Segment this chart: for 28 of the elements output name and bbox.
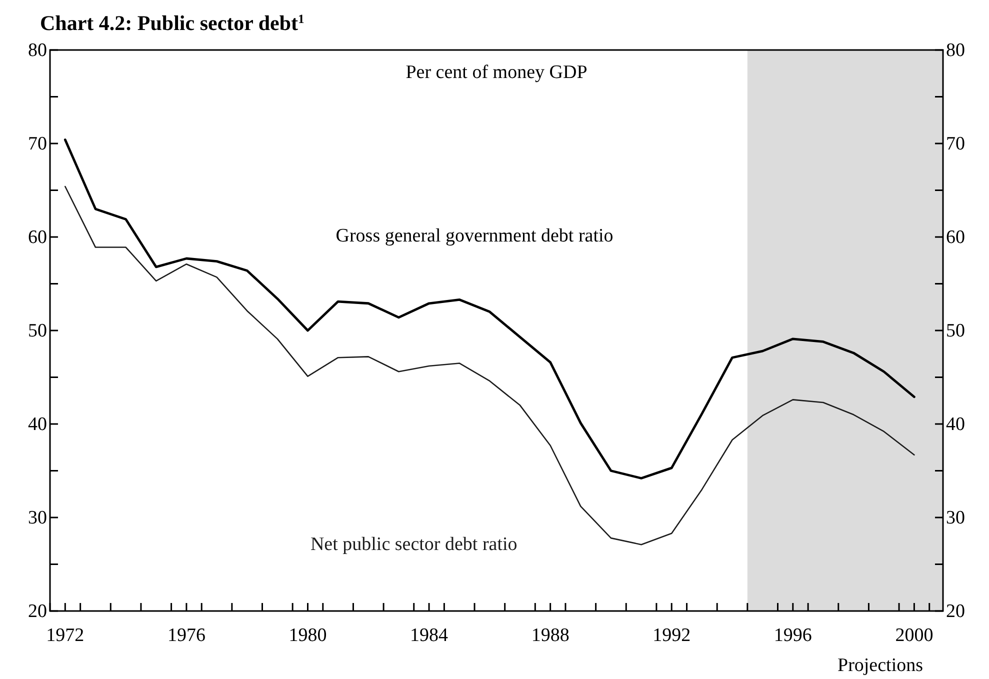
y-tick-label: 80: [28, 40, 47, 61]
y2-tick-label: 70: [946, 134, 965, 154]
x-tick-label: 2000: [895, 625, 934, 646]
y2-tick-label: 40: [946, 414, 965, 435]
y2-tick-label: 60: [946, 227, 965, 248]
text: Net public sector debt ratio: [310, 534, 518, 556]
y-tick-label: 20: [28, 601, 47, 622]
y-tick-label: 60: [28, 227, 47, 248]
line-series: [64, 138, 916, 480]
y-tick-label: 40: [28, 414, 47, 435]
x-tick-label: 1976: [167, 625, 206, 646]
x-tick-label: 1988: [531, 625, 570, 646]
y-tick-label: 30: [28, 508, 47, 528]
x-tick-label: 1972: [46, 625, 84, 646]
text: Gross general government debt ratio: [336, 226, 614, 247]
chart-title: Chart 4.2: Public sector debt$^{1}$: [40, 11, 304, 35]
y2-tick-label: 30: [946, 508, 965, 528]
y-tick-label: 70: [28, 134, 47, 154]
band-label: Projections: [838, 655, 923, 676]
x-tick-label: 1980: [288, 625, 327, 646]
y-tick-label: 50: [28, 320, 47, 342]
annotation: Per cent of money GDP: [406, 62, 588, 83]
y2-tick-label: 50: [946, 320, 965, 342]
y2-tick-label: 80: [946, 40, 965, 61]
x-tick-label: 1992: [652, 625, 691, 646]
y2-tick-label: 20: [946, 601, 965, 622]
x-tick-label: 1996: [774, 625, 812, 646]
x-tick-label: 1984: [410, 625, 449, 646]
